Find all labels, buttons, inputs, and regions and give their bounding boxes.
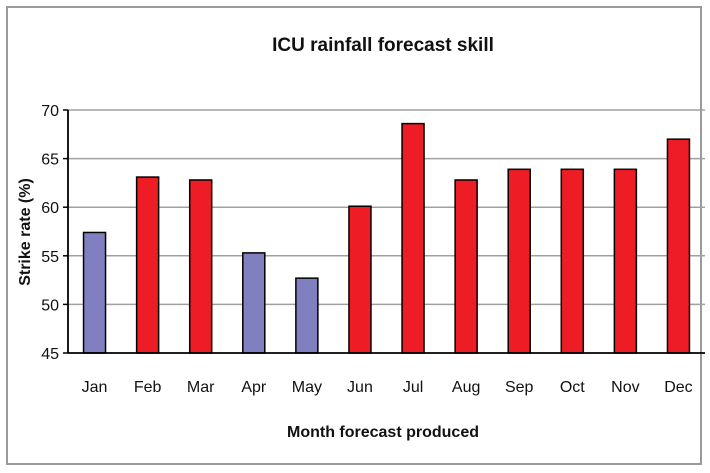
y-tick-label: 60 <box>41 200 59 217</box>
bar-dec <box>666 138 691 354</box>
bar-oct <box>560 168 585 354</box>
bar-apr <box>242 252 266 354</box>
x-tick-label: Feb <box>134 379 162 396</box>
x-tick-labels: Jan Feb Mar Apr May Jun Jul Aug Sep Oct Nov Dec <box>82 379 693 396</box>
bar-jun <box>348 205 372 354</box>
x-tick-label: May <box>292 379 322 396</box>
chart-title: ICU rainfall forecast skill <box>272 35 494 56</box>
x-tick-label: Mar <box>187 379 215 396</box>
x-tick-label: Jul <box>403 379 423 396</box>
x-axis-label: Month forecast produced <box>287 424 479 441</box>
bar-jul <box>401 122 425 354</box>
x-tick-label: Jun <box>347 379 373 396</box>
y-tick-label: 50 <box>41 297 59 314</box>
gridlines <box>68 109 705 306</box>
x-tick-label: Apr <box>241 379 267 396</box>
x-tick-label: Oct <box>560 379 585 396</box>
bar-mar <box>188 179 213 354</box>
bars <box>82 122 691 354</box>
y-tick-label: 65 <box>41 152 59 169</box>
bar-feb <box>135 176 160 354</box>
x-tick-label: Sep <box>505 379 534 396</box>
y-axis-label: Strike rate (%) <box>17 178 34 286</box>
bar-nov <box>613 168 638 354</box>
y-tick-label: 55 <box>41 249 59 266</box>
x-tick-label: Nov <box>611 379 639 396</box>
bar-may <box>295 277 319 354</box>
x-tick-label: Aug <box>452 379 480 396</box>
y-tick-label: 70 <box>41 103 59 120</box>
y-tick-labels: 45 50 55 60 65 70 <box>41 103 68 363</box>
y-tick-label: 45 <box>41 346 59 363</box>
x-tick-label: Jan <box>82 379 108 396</box>
axes <box>67 110 705 354</box>
bar-jan <box>82 231 107 354</box>
bar-aug <box>454 179 478 354</box>
x-tick-label: Dec <box>664 379 692 396</box>
bar-sep <box>507 168 531 354</box>
